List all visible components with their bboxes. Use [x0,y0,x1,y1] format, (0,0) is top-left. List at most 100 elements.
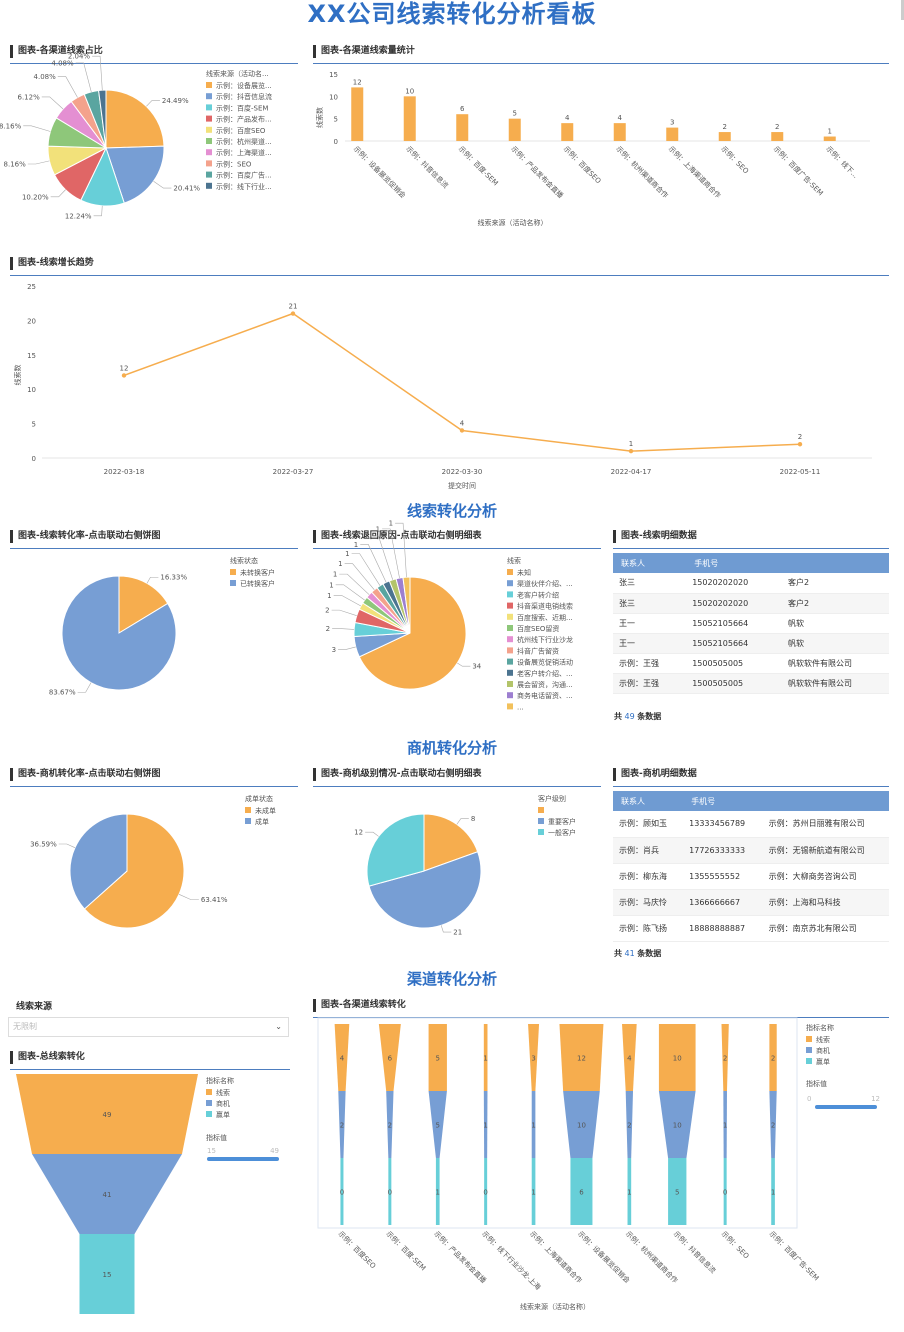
funnel-value-label: 2 [771,1055,775,1063]
table-row[interactable]: 示例：王强 1500505005 帆软软件有限公司 [613,653,889,674]
x-tick-label: 示例：百度-SEM [384,1229,427,1272]
legend-swatch [507,625,513,631]
legend-swatch [507,569,513,575]
range-bar [207,1157,279,1161]
legend-label: 商务电话留资、... [517,691,573,700]
legend-swatch [538,818,544,824]
pie-slice [402,576,411,634]
panel-title: 图表-各渠道线索占比 [10,42,298,64]
data-point [628,448,634,454]
funnel-segment [428,1091,447,1158]
bar [456,114,469,141]
table-row[interactable]: 示例：陈飞扬 18888888887 示例：南京苏北有限公司 [613,915,889,942]
pie-slice [61,575,177,691]
lead-table-footer: 共 49 条数据 [614,712,662,721]
y-tick-label: 15 [27,352,36,360]
legend-title: 指标名称 [206,1076,234,1085]
pie-slice [358,576,467,690]
funnel-segment [483,1091,488,1158]
table-row[interactable]: 王一 15052105664 帆软 [613,633,889,654]
pie-data-label: 20.41% [173,185,200,193]
table-row[interactable]: 示例：肖兵 17726333333 示例：无锡新航道有限公司 [613,837,889,864]
table-cell: 张三 [613,573,687,594]
bar-data-label: 2 [775,123,779,131]
legend-label: 成单 [255,817,269,826]
legend-label: 未成单 [255,806,276,815]
range-max-label: 12 [871,1095,880,1103]
pie-leader-line [339,573,370,595]
lead-detail-table: 联系人 手机号 张三 15020202020 客户2 张三 15020202020 客户2 王… [613,553,889,694]
point-data-label: 4 [460,419,465,427]
panel-title: 图表-商机明细数据 [613,765,889,787]
table-row[interactable]: 示例：马庆怜 1366666667 示例：上海和马科技 [613,889,889,916]
table-row[interactable]: 示例：王强 1500505005 帆软软件有限公司 [613,673,889,694]
x-tick-label: 2022-03-18 [104,468,145,476]
pie-data-label: 16.33% [160,574,187,582]
table-cell: 13333456789 [683,811,763,838]
funnel-value-label: 0 [483,1189,487,1197]
bar [823,136,836,141]
point-data-label: 21 [289,303,298,311]
table-row[interactable]: 张三 15020202020 客户2 [613,573,889,594]
table-row[interactable]: 张三 15020202020 客户2 [613,593,889,614]
pie-data-label: 36.59% [30,841,57,849]
table-cell: 15020202020 [686,573,782,594]
pie-data-label: 1 [376,525,380,533]
pie-data-label: 6.12% [17,93,40,101]
table-cell: 15052105664 [686,613,782,634]
y-tick-label: 10 [27,386,36,394]
x-tick-label: 示例：SEO [719,144,751,176]
legend-swatch [507,669,513,676]
pie-leader-line [456,818,469,825]
legend-swatch [245,818,251,824]
bar [403,96,416,141]
pie-leader-line [440,925,452,933]
x-tick-label: 示例：百度SEO [562,144,604,186]
pie-data-label: 21 [453,929,462,937]
pie-data-label: 4.08% [51,59,74,67]
pie-data-label: 1 [389,520,393,528]
table-row[interactable]: 示例：顾如玉 13333456789 示例：苏州日丽雅有限公司 [613,811,889,838]
pie-data-label: 10.20% [22,193,49,201]
legend-label: 已转换客户 [240,579,275,588]
legend-swatch [538,807,544,813]
range-min-label: 15 [207,1147,216,1155]
y-tick-label: 25 [27,283,36,291]
pie-data-label: 12 [354,829,363,837]
y-tick-label: 5 [32,421,36,429]
y-tick-label: 0 [334,138,338,146]
funnel-segment [528,1024,540,1091]
funnel-value-label: 2 [771,1122,775,1130]
table-cell: 示例：上海和马科技 [762,889,889,916]
funnel-segment [338,1091,346,1158]
legend-swatch [206,93,212,100]
funnel-segment [563,1091,600,1158]
pie-leader-line [58,843,76,848]
pie-leader-line [75,62,92,92]
funnel-segment [483,1024,488,1091]
panel-title: 图表-总线索转化 [10,1048,290,1070]
funnel-segment [32,1154,182,1234]
pie-leader-line [395,522,407,578]
table-row[interactable]: 示例：柳东海 1355555552 示例：大柳商务咨询公司 [613,863,889,890]
bar-data-label: 2 [723,123,727,131]
table-row[interactable]: 王一 15052105664 帆软 [613,613,889,634]
table-cell: 帆软软件有限公司 [781,673,889,694]
scrollbar[interactable] [901,0,904,20]
legend-label: 展会留资，沟通... [517,680,573,689]
data-point [797,442,803,447]
pie-leader-line [27,160,50,165]
bar-data-label: 12 [353,78,362,86]
pie-leader-line [344,563,375,591]
x-axis-title: 线索来源（活动名称） [478,218,548,227]
table-cell: 示例：无锡新航道有限公司 [762,837,889,864]
source-filter-select[interactable]: 无限制 ⌄ [8,1017,289,1037]
table-cell: 帆软 [781,633,889,654]
legend-label: 线索 [816,1035,830,1044]
pie-leader-line [365,831,379,837]
funnel-segment [340,1158,344,1225]
bar-data-label: 4 [618,114,623,122]
funnel-value-label: 2 [723,1055,727,1063]
funnel-segment [658,1024,696,1091]
funnel-value-label: 3 [531,1055,535,1063]
